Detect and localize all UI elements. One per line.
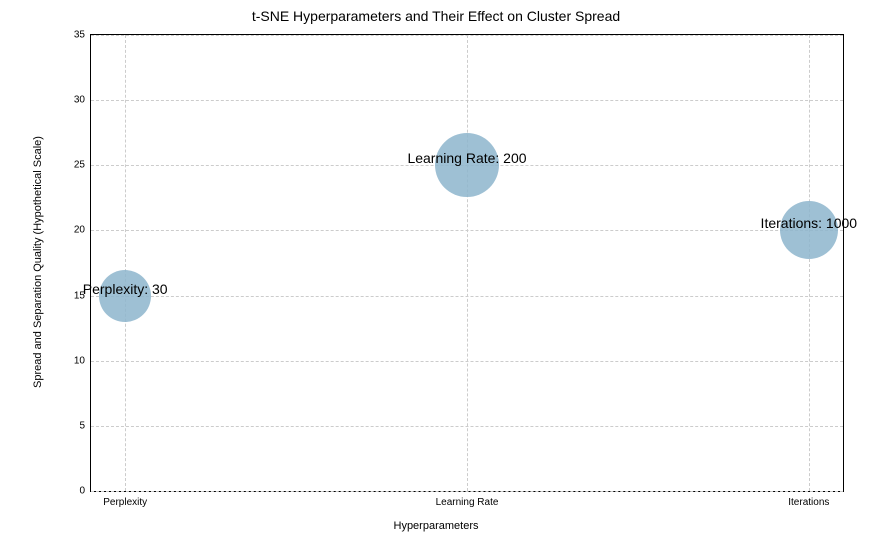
x-tick-label: Iterations	[788, 491, 829, 508]
plot-area: 05101520253035PerplexityLearning RateIte…	[90, 34, 844, 492]
grid-line-vertical	[125, 35, 126, 491]
x-axis-label: Hyperparameters	[0, 520, 872, 532]
y-tick-label: 10	[74, 355, 91, 366]
data-point-label: Learning Rate: 200	[407, 150, 526, 166]
y-tick-label: 0	[79, 486, 91, 497]
data-point-label: Iterations: 1000	[761, 215, 858, 231]
data-point-label: Perplexity: 30	[83, 281, 168, 297]
y-tick-label: 20	[74, 225, 91, 236]
chart-container: t-SNE Hyperparameters and Their Effect o…	[0, 0, 872, 547]
chart-title: t-SNE Hyperparameters and Their Effect o…	[0, 8, 872, 24]
grid-line-vertical	[467, 35, 468, 491]
y-tick-label: 30	[74, 95, 91, 106]
y-axis-label: Spread and Separation Quality (Hypotheti…	[32, 136, 44, 388]
x-tick-label: Perplexity	[103, 491, 147, 508]
y-tick-label: 25	[74, 160, 91, 171]
y-tick-label: 35	[74, 30, 91, 41]
y-tick-label: 5	[79, 420, 91, 431]
grid-line-vertical	[809, 35, 810, 491]
x-tick-label: Learning Rate	[436, 491, 499, 508]
